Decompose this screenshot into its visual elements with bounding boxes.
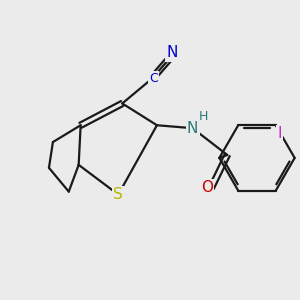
- Text: H: H: [199, 110, 208, 123]
- Text: C: C: [149, 72, 158, 85]
- Text: N: N: [187, 121, 198, 136]
- Text: O: O: [201, 180, 213, 195]
- Text: I: I: [277, 126, 282, 141]
- Text: S: S: [113, 187, 123, 202]
- Text: N: N: [166, 45, 178, 60]
